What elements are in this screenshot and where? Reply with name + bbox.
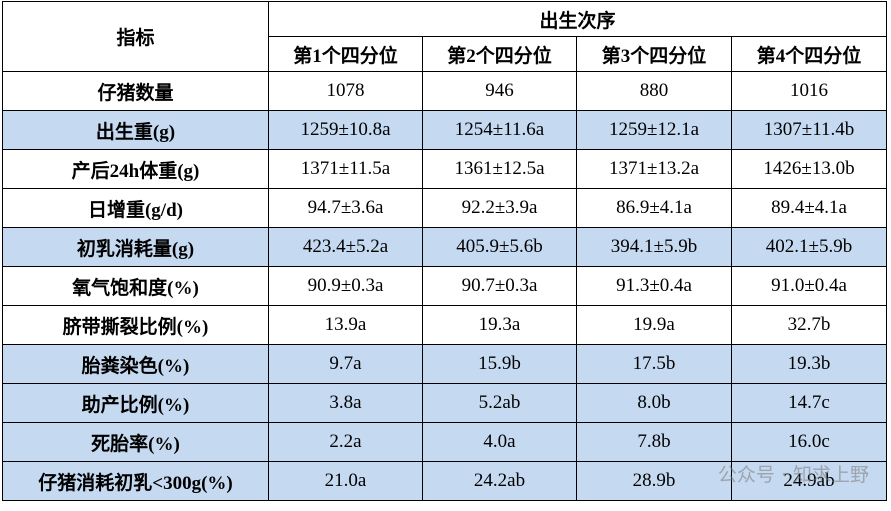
group-header: 出生次序 [267,1,888,37]
corner-header: 指标 [2,1,269,72]
table-cell: 5.2ab [422,383,577,423]
table-cell: 13.9a [268,305,423,345]
table-cell: 21.0a [268,461,423,501]
table-cell: 28.9b [576,461,732,501]
column-header: 第1个四分位 [268,36,423,72]
table-cell: 405.9±5.6b [422,227,577,267]
table-cell: 9.7a [268,344,423,384]
table-cell: 89.4±4.1a [730,188,888,228]
table-cell: 19.3a [422,305,577,345]
table-row: 氧气饱和度(%) 90.9±0.3a 90.7±0.3a 91.3±0.4a 91.0±… [2,266,888,306]
table-cell: 946 [422,71,577,111]
table-row: 助产比例(%) 3.8a 5.2ab 8.0b 14.7c [2,383,888,423]
table-cell: 1371±11.5a [268,149,423,189]
table-row: 仔猪数量 1078 946 880 1016 [2,71,888,111]
row-label: 死胎率(%) [2,422,269,462]
table-cell: 1307±11.4b [730,110,888,150]
data-table: 指标 出生次序 第1个四分位 第2个四分位 第3个四分位 第4个四分位 仔猪数量 107… [2,1,888,501]
table-cell: 1361±12.5a [422,149,577,189]
row-label: 助产比例(%) [2,383,269,423]
row-label: 出生重(g) [2,110,269,150]
table-row: 初乳消耗量(g) 423.4±5.2a 405.9±5.6b 394.1±5.9b 40… [2,227,888,267]
table-cell: 90.7±0.3a [422,266,577,306]
row-label: 氧气饱和度(%) [2,266,269,306]
table-cell: 880 [576,71,732,111]
row-label: 初乳消耗量(g) [2,227,269,267]
table-cell: 19.3b [730,344,888,384]
table-cell: 1371±13.2a [576,149,732,189]
table-cell: 1254±11.6a [422,110,577,150]
row-label: 日增重(g/d) [2,188,269,228]
table-cell: 90.9±0.3a [268,266,423,306]
table-cell: 1016 [730,71,888,111]
table-cell: 24.9ab [730,461,888,501]
table-row: 产后24h体重(g) 1371±11.5a 1361±12.5a 1371±13.2a… [2,149,888,189]
row-label: 产后24h体重(g) [2,149,269,189]
table-row: 胎粪染色(%) 9.7a 15.9b 17.5b 19.3b [2,344,888,384]
row-label: 脐带撕裂比例(%) [2,305,269,345]
table-cell: 91.3±0.4a [576,266,732,306]
table-cell: 394.1±5.9b [576,227,732,267]
header-row: 第1个四分位 第2个四分位 第3个四分位 第4个四分位 [3,36,888,72]
table-row: 死胎率(%) 2.2a 4.0a 7.8b 16.0c [2,422,888,462]
table-cell: 16.0c [730,422,888,462]
table-body: 指标 出生次序 第1个四分位 第2个四分位 第3个四分位 第4个四分位 仔猪数量 107… [2,1,888,501]
table-cell: 1259±12.1a [576,110,732,150]
table-row: 仔猪消耗初乳<300g(%) 21.0a 24.2ab 28.9b 24.9ab [2,461,888,501]
table-cell: 2.2a [268,422,423,462]
table-cell: 423.4±5.2a [268,227,423,267]
table-cell: 19.9a [576,305,732,345]
table-cell: 91.0±0.4a [730,266,888,306]
column-header: 第3个四分位 [576,36,732,72]
header-row: 指标 出生次序 [2,1,888,72]
watermark: 公众号 · 知求上野 [717,464,869,486]
table-row: 出生重(g) 1259±10.8a 1254±11.6a 1259±12.1a 1307… [2,110,888,150]
table-cell: 92.2±3.9a [422,188,577,228]
table-cell: 7.8b [576,422,732,462]
table-cell: 32.7b [730,305,888,345]
table-cell: 24.2ab [422,461,577,501]
table-cell: 86.9±4.1a [576,188,732,228]
table-cell: 17.5b [576,344,732,384]
column-header: 第4个四分位 [730,36,888,72]
table-cell: 15.9b [422,344,577,384]
row-label: 胎粪染色(%) [2,344,269,384]
table-cell: 1078 [268,71,423,111]
table-cell: 3.8a [268,383,423,423]
table-cell: 1259±10.8a [268,110,423,150]
table-row: 脐带撕裂比例(%) 13.9a 19.3a 19.9a 32.7b [2,305,888,345]
table-cell: 14.7c [730,383,888,423]
table-cell: 94.7±3.6a [268,188,423,228]
table-cell: 4.0a [422,422,577,462]
table-cell: 1426±13.0b [730,149,888,189]
table-row: 日增重(g/d) 94.7±3.6a 92.2±3.9a 86.9±4.1a 89.4±… [2,188,888,228]
table-cell: 8.0b [576,383,732,423]
row-label: 仔猪消耗初乳<300g(%) [2,461,269,501]
row-label: 仔猪数量 [2,71,269,111]
column-header: 第2个四分位 [422,36,577,72]
table-cell: 402.1±5.9b [730,227,888,267]
